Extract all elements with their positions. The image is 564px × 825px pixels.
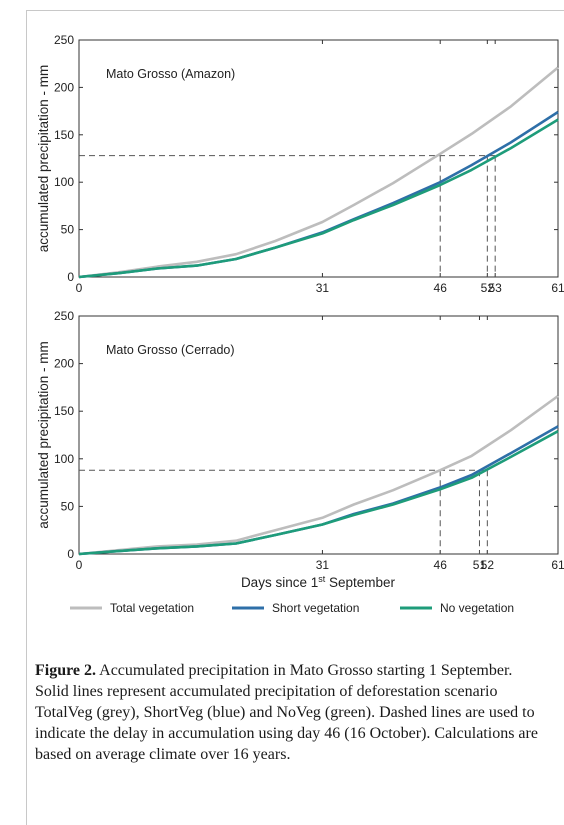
series-line-no-vegetation: [78, 430, 559, 556]
figure-frame: [26, 10, 564, 825]
plot-area: [78, 315, 559, 555]
x-tick-label: 31: [316, 281, 330, 295]
y-tick-label: 100: [54, 452, 74, 466]
x-tick-label: 53: [489, 281, 503, 295]
y-tick-label: 0: [67, 270, 74, 284]
y-tick-label: 250: [54, 309, 74, 323]
y-axis-label: accumulated precipitation - mm: [36, 341, 51, 529]
chart-title: Mato Grosso (Amazon): [106, 67, 235, 81]
y-tick-label: 200: [54, 80, 74, 94]
series-line-short-vegetation: [78, 110, 559, 279]
x-tick-label: 51: [473, 558, 487, 572]
x-tick-label: 46: [434, 281, 448, 295]
chart-title: Mato Grosso (Cerrado): [106, 343, 235, 357]
y-tick-label: 200: [54, 357, 74, 371]
y-tick-label: 100: [54, 175, 74, 189]
x-tick-label: 61: [551, 558, 564, 572]
plot-area: [78, 39, 559, 278]
x-tick-label: 31: [316, 558, 330, 572]
x-tick-label: 0: [76, 558, 83, 572]
y-axis-label: accumulated precipitation - mm: [36, 65, 51, 253]
series-line-total-vegetation: [78, 66, 559, 279]
x-tick-label: 46: [434, 558, 448, 572]
x-tick-label: 0: [76, 281, 83, 295]
y-tick-label: 50: [61, 223, 75, 237]
x-axis-label: Days since 1st September: [241, 574, 396, 590]
x-tick-label: 52: [481, 281, 495, 295]
legend: Total vegetation Short vegetation No veget…: [70, 601, 514, 615]
y-tick-label: 50: [61, 499, 75, 513]
caption-label: Figure 2.: [35, 662, 97, 679]
figure-caption: Figure 2. Accumulated precipitation in M…: [35, 660, 545, 765]
y-tick-label: 150: [54, 404, 74, 418]
x-tick-label: 52: [481, 558, 495, 572]
legend-label: No vegetation: [440, 601, 514, 615]
series-line-total-vegetation: [78, 394, 559, 556]
series-line-no-vegetation: [78, 118, 559, 279]
y-tick-label: 250: [54, 33, 74, 47]
y-tick-label: 0: [67, 547, 74, 561]
legend-label: Total vegetation: [110, 601, 194, 615]
x-tick-label: 61: [551, 281, 564, 295]
y-tick-label: 150: [54, 128, 74, 142]
legend-label: Short vegetation: [272, 601, 359, 615]
caption-text: Accumulated precipitation in Mato Grosso…: [35, 662, 538, 763]
